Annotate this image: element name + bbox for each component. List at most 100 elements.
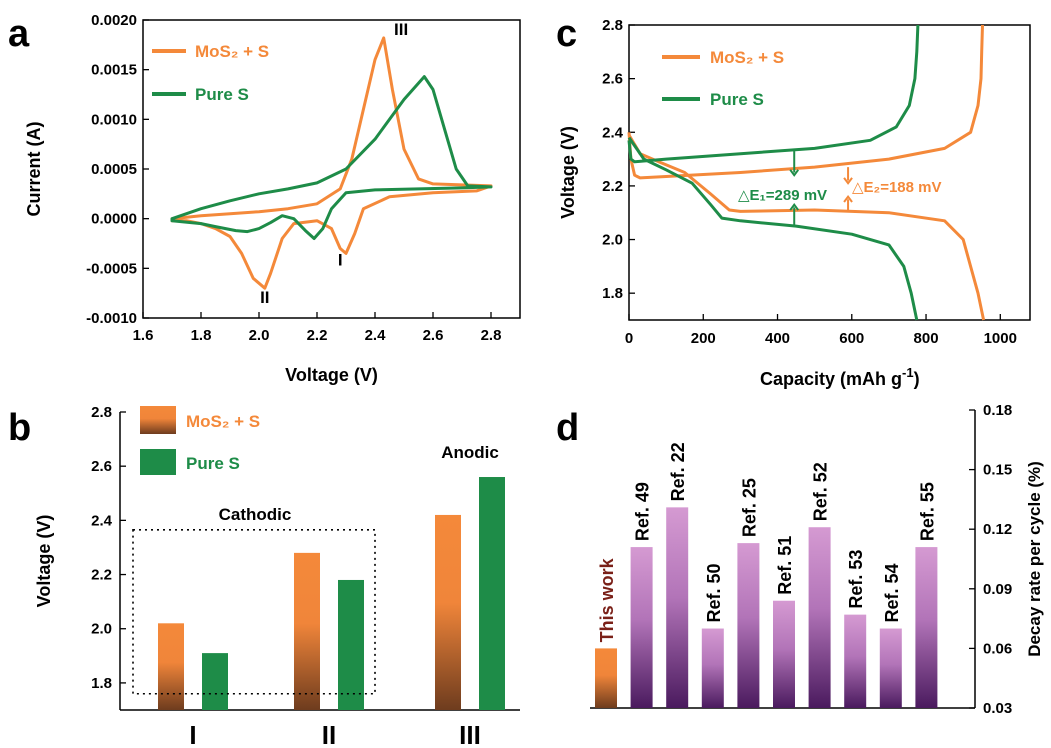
bar-this-work bbox=[595, 648, 617, 708]
category-label: III bbox=[459, 720, 481, 748]
x-axis-label: Voltage (V) bbox=[285, 365, 378, 385]
peak-label-i: I bbox=[338, 250, 343, 269]
legend-label: Pure S bbox=[195, 85, 249, 104]
series-line-pure-s bbox=[170, 75, 493, 240]
y-tick-label: 2.6 bbox=[91, 458, 112, 475]
bar-ref-51 bbox=[773, 600, 795, 708]
plot-frame bbox=[142, 19, 521, 319]
bar-pure-s-i bbox=[202, 653, 228, 710]
y-tick-label: 2.8 bbox=[91, 404, 112, 421]
x-tick-label: 1.8 bbox=[191, 327, 212, 344]
y-tick-label: 0.12 bbox=[983, 521, 1012, 538]
x-tick-label: 600 bbox=[839, 330, 864, 347]
bar-label: Ref. 49 bbox=[633, 482, 653, 541]
y-tick-label: 2.2 bbox=[91, 567, 112, 584]
y-tick-label: 0.0000 bbox=[91, 211, 137, 228]
y-axis-label-right: Decay rate per cycle (%) bbox=[1025, 461, 1044, 657]
bar-ref-22 bbox=[666, 507, 689, 708]
bar-label: Ref. 22 bbox=[668, 442, 688, 501]
x-tick-label: 400 bbox=[765, 330, 790, 347]
panel-letter: d bbox=[556, 407, 579, 449]
y-tick-label: 0.0010 bbox=[91, 111, 137, 128]
y-tick-label: 2.6 bbox=[602, 71, 623, 88]
bar-label: Ref. 53 bbox=[846, 550, 866, 609]
category-label: I bbox=[189, 720, 196, 748]
panel-letter: b bbox=[8, 407, 31, 449]
delta-e1-arrowhead-top bbox=[789, 169, 800, 177]
legend-label: Pure S bbox=[186, 454, 240, 473]
cathodic-region-box bbox=[132, 529, 376, 695]
y-tick-label: 0.18 bbox=[983, 402, 1012, 419]
y-axis-label: Current (A) bbox=[24, 122, 44, 217]
y-tick-label: 0.09 bbox=[983, 581, 1012, 598]
bar-ref-53 bbox=[844, 614, 867, 708]
legend-label: MoS₂ + S bbox=[195, 42, 269, 61]
y-tick-label: 2.4 bbox=[602, 124, 624, 141]
y-tick-label: 1.8 bbox=[602, 285, 623, 302]
series-line-0 bbox=[627, 24, 984, 180]
panel-d-decay-rate-bar-chart: 0.03 0.06 0.09 0.12 0.15 0.18 Decay rate per c… bbox=[556, 402, 1044, 717]
y-tick-label: -0.0005 bbox=[86, 260, 137, 277]
y-axis-label: Voltage (V) bbox=[34, 515, 54, 608]
bar-ref-50 bbox=[701, 628, 724, 708]
y-tick-label: 0.15 bbox=[983, 462, 1012, 479]
x-tick-label: 2.4 bbox=[365, 327, 387, 344]
panel-letter: a bbox=[8, 13, 30, 55]
bar-mos2-s-iii bbox=[435, 514, 461, 710]
legend-swatch bbox=[140, 449, 176, 475]
series-line-1 bbox=[627, 134, 986, 321]
cathodic-label: Cathodic bbox=[219, 505, 292, 524]
x-axis-label-superscript: -1 bbox=[902, 365, 914, 380]
bar-label: Ref. 51 bbox=[775, 536, 795, 595]
bar-label: Ref. 55 bbox=[917, 482, 937, 541]
y-axis-label: Voltage (V) bbox=[558, 126, 578, 219]
panel-a-cv-chart: 1.6 1.8 2.0 2.2 2.4 2.6 2.8 -0.0010 -0.0005 0.000… bbox=[8, 12, 521, 385]
series-line-2 bbox=[627, 24, 920, 164]
y-tick-label: 0.0005 bbox=[91, 161, 137, 178]
y-tick-label: 2.0 bbox=[91, 621, 112, 638]
bar-ref-25 bbox=[737, 543, 760, 708]
bar-label: Ref. 50 bbox=[704, 564, 724, 623]
x-tick-label: 0 bbox=[625, 330, 633, 347]
bar-pure-s-ii bbox=[338, 579, 364, 710]
y-tick-label: 0.03 bbox=[983, 700, 1012, 717]
bar-ref-54 bbox=[879, 628, 902, 708]
bar-mos2-s-ii bbox=[294, 552, 320, 710]
series-line-3 bbox=[627, 136, 919, 321]
x-tick-label: 1.6 bbox=[133, 327, 154, 344]
bar-label: This work bbox=[597, 557, 617, 642]
anodic-label: Anodic bbox=[441, 443, 499, 462]
x-tick-label: 1000 bbox=[984, 330, 1017, 347]
bar-ref-49 bbox=[630, 547, 653, 708]
delta-e1-arrowhead-bottom bbox=[789, 203, 800, 211]
x-tick-label: 2.2 bbox=[307, 327, 328, 344]
bar-label: Ref. 54 bbox=[882, 564, 902, 623]
legend-swatch bbox=[140, 406, 176, 434]
plot-frame bbox=[628, 24, 1031, 321]
y-tick-label: 2.8 bbox=[602, 17, 623, 34]
y-tick-label: 2.4 bbox=[91, 512, 113, 529]
bar-ref-55 bbox=[915, 547, 938, 708]
bar-ref-52 bbox=[808, 527, 831, 708]
x-axis-label: Capacity (mAh g-1) bbox=[760, 365, 920, 389]
panel-c-charge-discharge-chart: 0 200 400 600 800 1000 1.8 2.0 2.2 2.4 2.6 2.8 Capac… bbox=[556, 13, 1031, 389]
x-tick-label: 200 bbox=[691, 330, 716, 347]
series-line-mos2-s bbox=[170, 36, 493, 290]
bar-pure-s-iii bbox=[479, 477, 505, 710]
x-axis-label-text: Capacity (mAh g bbox=[760, 369, 902, 389]
x-tick-label: 2.6 bbox=[423, 327, 444, 344]
delta-e2-label: △E₂=188 mV bbox=[852, 179, 942, 196]
y-tick-label: 0.06 bbox=[983, 640, 1012, 657]
bar-mos2-s-i bbox=[158, 623, 184, 710]
peak-label-iii: III bbox=[394, 20, 408, 39]
legend-label: MoS₂ + S bbox=[710, 48, 784, 67]
delta-e2-arrowhead-bottom bbox=[843, 194, 853, 203]
legend-label: Pure S bbox=[710, 90, 764, 109]
panel-letter: c bbox=[556, 13, 577, 55]
y-tick-label: 0.0020 bbox=[91, 12, 137, 29]
legend-label: MoS₂ + S bbox=[186, 412, 260, 431]
bar-label: Ref. 25 bbox=[739, 478, 759, 537]
y-tick-label: 2.2 bbox=[602, 178, 623, 195]
